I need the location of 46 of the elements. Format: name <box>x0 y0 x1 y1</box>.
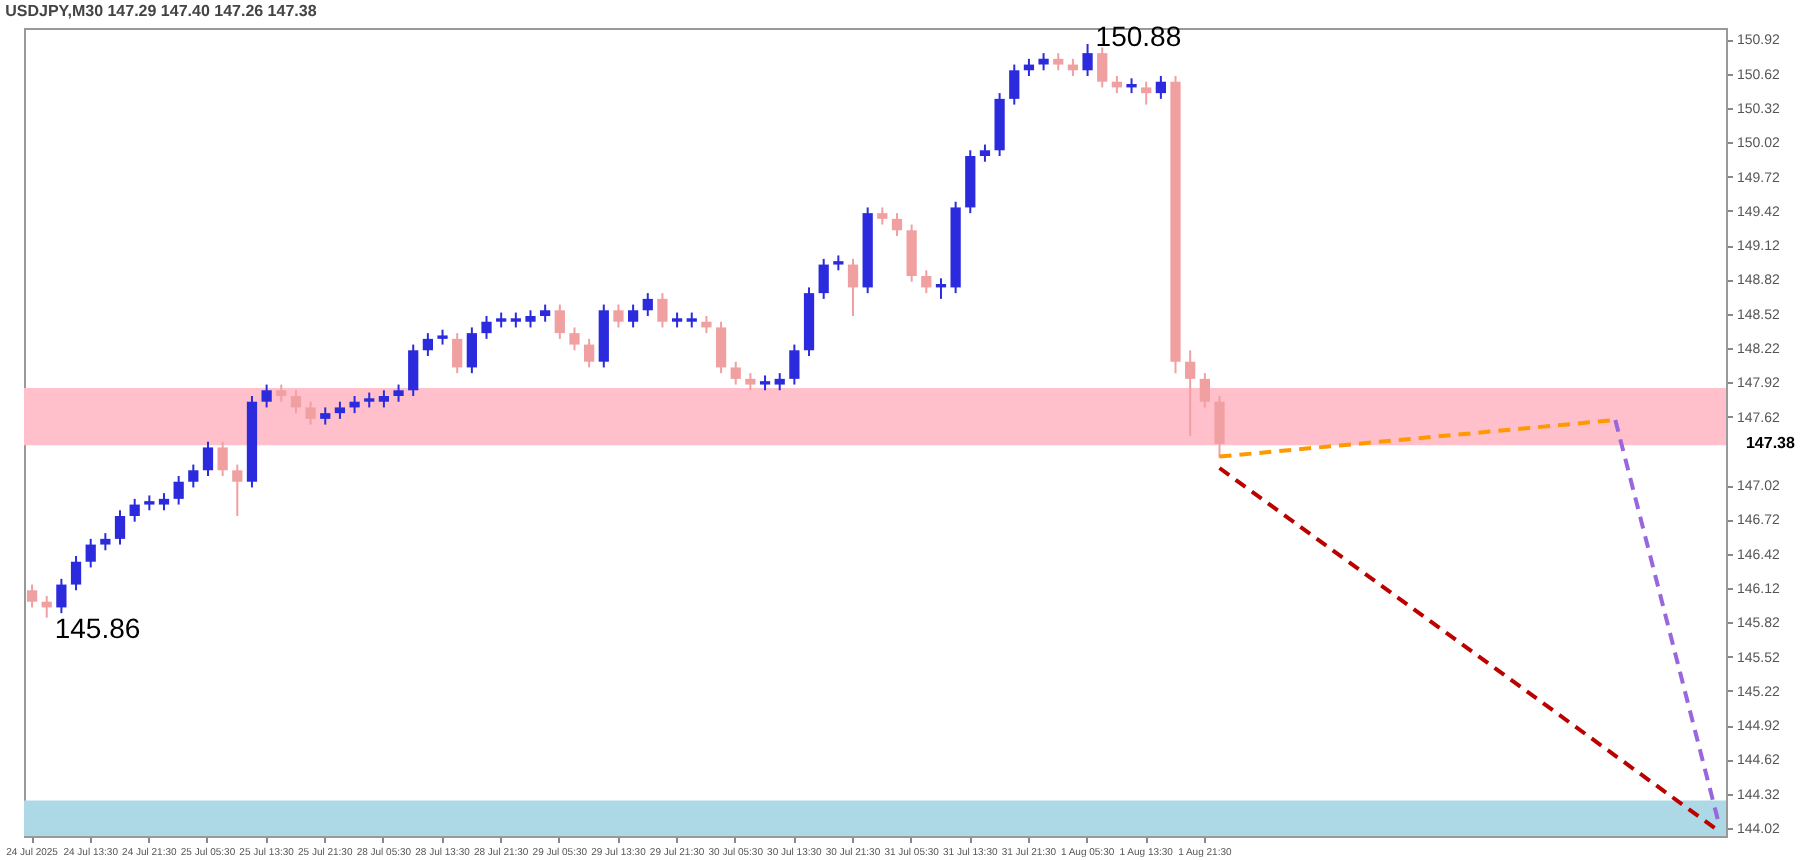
candlestick <box>114 509 126 546</box>
candlestick <box>818 257 829 300</box>
candlestick <box>921 269 932 295</box>
candlestick <box>290 389 302 415</box>
candlestick <box>85 537 96 569</box>
candlestick <box>730 360 741 386</box>
candlestick <box>1185 349 1196 437</box>
candlestick <box>1141 80 1152 106</box>
candlestick <box>261 383 272 409</box>
candlestick <box>452 332 463 375</box>
candlestick <box>481 315 492 340</box>
candlestick <box>56 577 67 615</box>
candlestick <box>642 292 653 317</box>
candlestick <box>1082 43 1093 77</box>
candlestick <box>715 320 727 375</box>
candlestick <box>1214 395 1225 459</box>
candlestick <box>847 257 859 317</box>
candlestick <box>906 223 917 283</box>
candlestick <box>232 463 243 517</box>
annotation: 150.88 <box>1095 20 1182 52</box>
candlestick <box>408 343 419 397</box>
candlestick <box>1155 75 1166 100</box>
candlestick <box>26 583 38 609</box>
candlestick <box>129 497 140 523</box>
chart-title: USDJPY,M30 147.29 147.40 147.26 147.38 <box>5 2 318 20</box>
candlestick <box>789 343 800 386</box>
candlestick <box>1009 63 1020 106</box>
candlestick <box>569 326 580 352</box>
candlestick <box>554 303 565 340</box>
candlestick <box>173 475 184 506</box>
candlestick <box>584 337 595 369</box>
candlestick <box>466 326 477 375</box>
candlestick <box>188 463 199 489</box>
candlestick <box>70 555 82 592</box>
candlestick <box>613 303 624 329</box>
text: 147.38 <box>1745 434 1796 452</box>
candlestick <box>1199 372 1210 409</box>
candlestick <box>1097 46 1108 89</box>
candlestick <box>422 332 434 357</box>
candlestick <box>305 400 316 426</box>
candlestick <box>217 440 228 477</box>
annotation: 145.86 <box>54 611 141 644</box>
candlestick <box>627 303 639 329</box>
candlestick <box>657 292 668 329</box>
candlestick <box>202 440 214 477</box>
candlestick <box>891 212 903 237</box>
